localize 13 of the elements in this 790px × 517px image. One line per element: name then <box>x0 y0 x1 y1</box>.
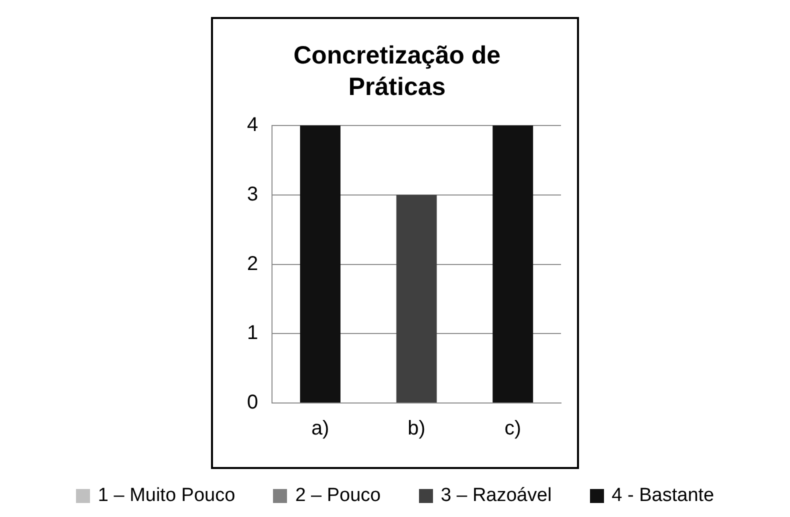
y-tick-label: 4 <box>247 114 258 136</box>
y-tick-label: 1 <box>247 322 258 344</box>
legend-label: 2 – Pouco <box>295 485 381 507</box>
legend-label: 3 – Razoável <box>440 485 552 507</box>
x-tick-label: c) <box>504 418 522 440</box>
y-tick-label: 2 <box>247 252 258 275</box>
y-tick-label: 3 <box>247 183 258 206</box>
chart-title: Concretização de Práticas <box>293 42 501 101</box>
legend-label: 1 – Muito Pouco <box>98 485 236 507</box>
legend-label: 4 - Bastante <box>612 485 714 507</box>
y-tick-label: 0 <box>247 392 258 414</box>
x-tick-label: b) <box>408 418 426 440</box>
x-tick-label: a) <box>311 418 330 440</box>
